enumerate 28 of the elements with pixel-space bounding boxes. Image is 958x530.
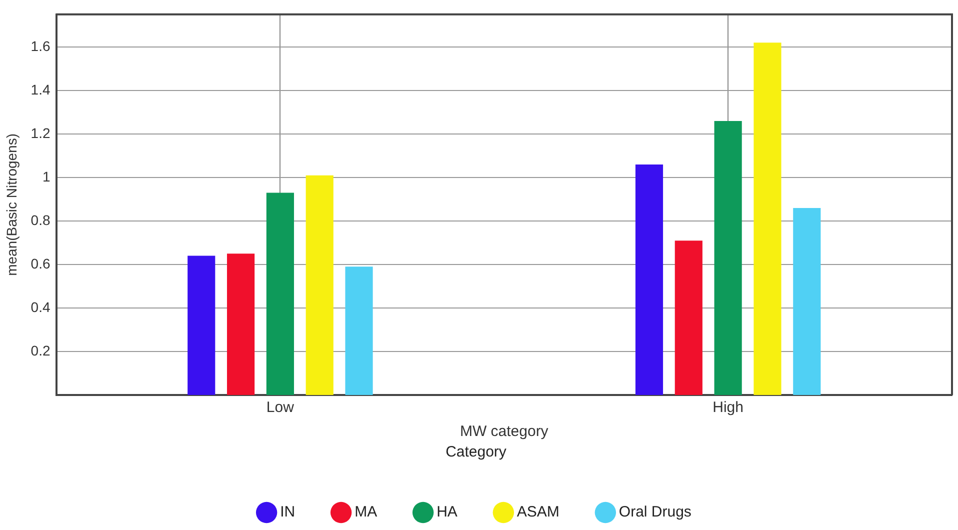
bar xyxy=(188,256,216,395)
y-tick-label: 1.4 xyxy=(30,81,50,98)
legend-label: HA xyxy=(436,504,458,521)
bar xyxy=(674,240,702,395)
x-tick-label: High xyxy=(712,399,744,416)
bar xyxy=(306,175,334,395)
y-axis-title: mean(Basic Nitrogens) xyxy=(3,134,20,276)
y-tick-label: 0.6 xyxy=(30,255,50,272)
x-axis-title: MW category xyxy=(460,423,549,440)
bar xyxy=(793,208,821,395)
y-tick-label: 0.8 xyxy=(30,212,50,228)
bar xyxy=(345,266,373,395)
legend-label: IN xyxy=(280,504,296,521)
y-tick-label: 1.6 xyxy=(30,38,50,54)
legend-label: MA xyxy=(354,504,378,521)
legend-title: Category xyxy=(446,444,507,461)
bar xyxy=(754,42,782,395)
bar xyxy=(714,120,742,395)
y-tick-label: 1 xyxy=(42,168,50,184)
bar xyxy=(635,164,664,395)
bar xyxy=(226,254,255,395)
legend-label: Oral Drugs xyxy=(618,504,692,521)
bar xyxy=(266,192,294,395)
y-tick-label: 0.4 xyxy=(30,298,50,315)
legend-label: ASAM xyxy=(516,504,560,521)
y-tick-label: 1.2 xyxy=(30,124,50,141)
x-tick-label: Low xyxy=(266,399,294,416)
y-tick-label: 0.2 xyxy=(30,342,50,358)
